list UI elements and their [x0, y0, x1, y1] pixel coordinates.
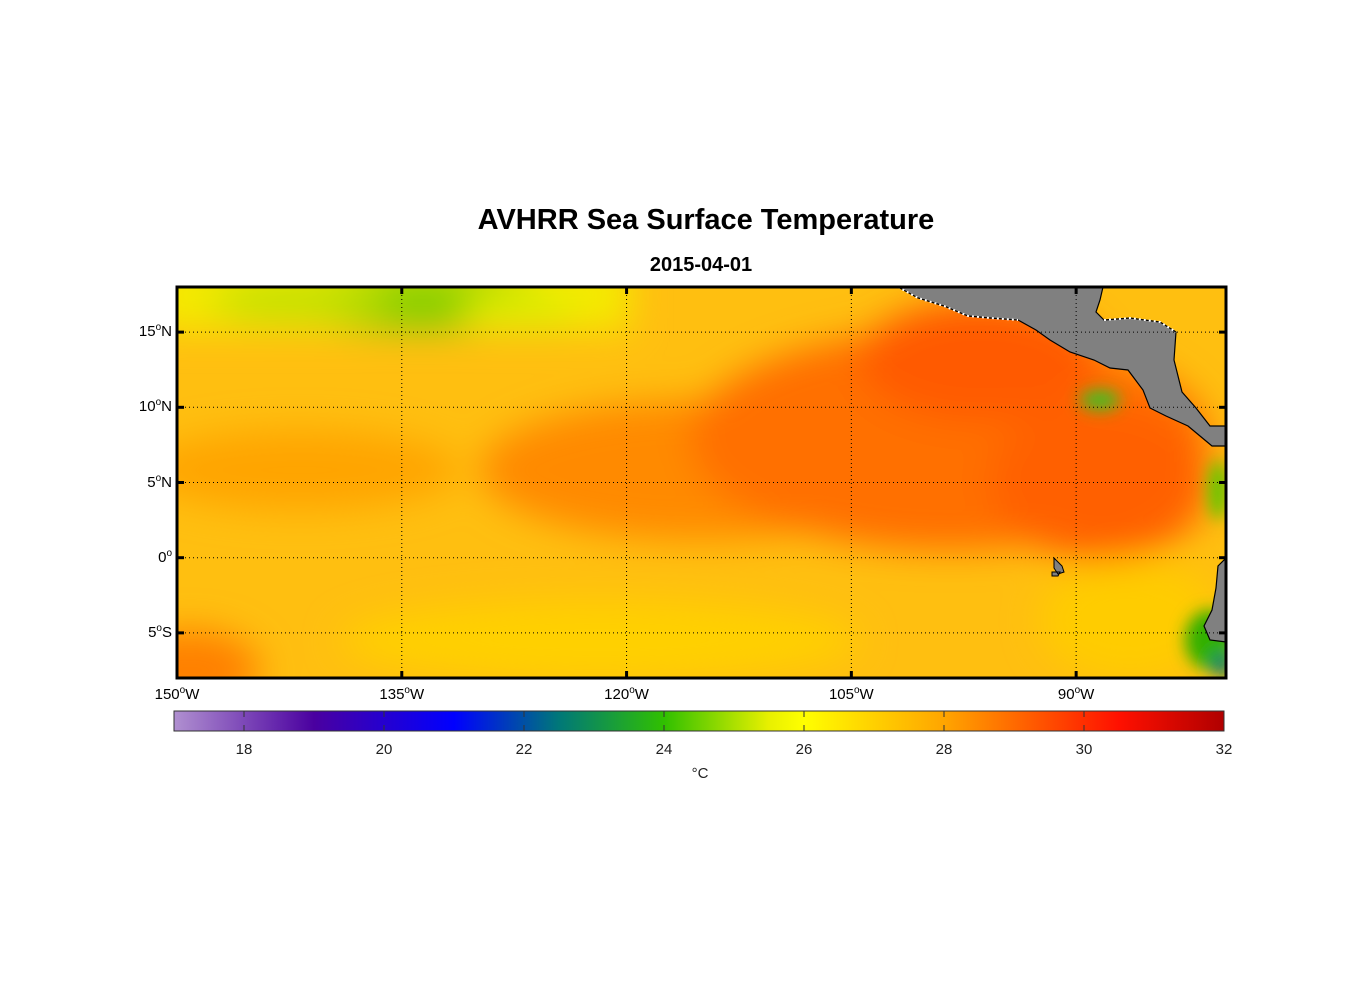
lon-tick-label: 120oW: [604, 685, 649, 703]
colorbar-tick-label: 24: [655, 741, 673, 758]
lat-tick-label: 10oN: [138, 397, 172, 416]
colorbar-unit: °C: [691, 765, 709, 782]
lat-tick-label: 5oN: [147, 472, 172, 491]
lon-tick-label: 135oW: [379, 685, 425, 703]
colorbar-tick-label: 20: [375, 741, 393, 758]
colorbar-tick-label: 32: [1215, 741, 1233, 758]
colorbar-tick-label: 26: [795, 741, 813, 758]
lon-tick-label: 105oW: [828, 685, 874, 703]
frame-ticks: [175, 287, 1226, 678]
colorbar-tick-label: 18: [235, 741, 253, 758]
lat-tick-label: 0o: [158, 547, 172, 566]
lon-tick-label: 90oW: [1057, 685, 1095, 703]
chart-subtitle: 2015-04-01: [649, 254, 753, 276]
colorbar-tick-label: 28: [935, 741, 953, 758]
lat-tick-label: 5oS: [148, 622, 172, 641]
colorbar-tick-label: 22: [515, 741, 533, 758]
land-galapagos: [1051, 556, 1065, 577]
lon-tick-label: 150oW: [154, 685, 200, 703]
sst-field: [177, 287, 1226, 678]
lat-tick-label: 15oN: [138, 322, 172, 341]
chart-title: AVHRR Sea Surface Temperature: [477, 204, 935, 236]
land-south-america: [1203, 557, 1226, 643]
colorbar-ticks: [243, 711, 1225, 731]
graticule: [176, 287, 1226, 678]
land-central-america: [897, 287, 1226, 447]
colorbar: [173, 710, 1225, 732]
colorbar-tick-label: 30: [1075, 741, 1093, 758]
